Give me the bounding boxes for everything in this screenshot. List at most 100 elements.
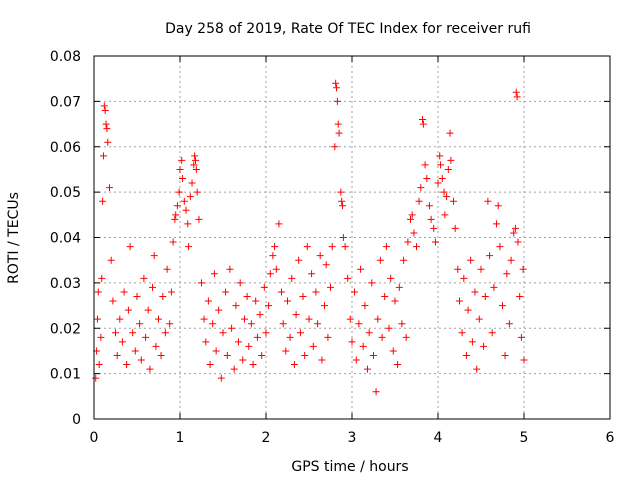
- data-point: [179, 175, 187, 183]
- data-point: [406, 215, 414, 223]
- data-point: [322, 261, 330, 269]
- data-point: [223, 351, 231, 359]
- data-point: [408, 211, 416, 219]
- grid-lines: [94, 56, 610, 419]
- data-point: [98, 274, 106, 282]
- data-point: [159, 292, 167, 300]
- y-axis-label: ROTI / TECUs: [6, 192, 22, 284]
- data-point: [355, 320, 363, 328]
- data-point: [334, 120, 342, 128]
- data-point: [410, 229, 418, 237]
- x-tick-label: 0: [90, 430, 99, 446]
- data-point: [253, 333, 261, 341]
- data-point: [376, 256, 384, 264]
- x-tick-label: 3: [348, 430, 357, 446]
- data-point: [191, 152, 199, 160]
- data-point: [286, 333, 294, 341]
- data-point: [395, 283, 403, 291]
- y-tick-label: 0.07: [50, 94, 81, 110]
- data-point: [99, 152, 107, 160]
- data-point: [112, 329, 119, 337]
- data-point: [372, 388, 380, 396]
- data-point: [93, 315, 101, 323]
- data-point: [271, 243, 279, 251]
- data-point: [327, 283, 334, 291]
- data-point: [140, 274, 148, 282]
- data-point: [152, 342, 160, 350]
- data-point: [404, 238, 412, 246]
- data-point: [460, 274, 468, 282]
- data-point: [438, 175, 446, 183]
- data-point: [256, 311, 264, 319]
- data-point: [144, 306, 152, 314]
- data-point: [192, 165, 200, 173]
- data-point: [496, 243, 504, 251]
- data-point: [232, 302, 240, 310]
- data-point: [419, 120, 427, 128]
- data-point: [133, 292, 141, 300]
- data-point: [514, 238, 522, 246]
- data-point: [173, 202, 181, 210]
- data-point: [109, 297, 117, 305]
- data-point: [182, 206, 190, 214]
- data-point: [292, 311, 300, 319]
- data-point: [124, 306, 132, 314]
- data-point: [494, 202, 502, 210]
- data-point: [290, 361, 298, 369]
- data-point: [247, 320, 255, 328]
- data-point: [471, 288, 479, 296]
- chart-title: Day 258 of 2019, Rate Of TEC Index for r…: [165, 21, 531, 37]
- data-point: [163, 265, 171, 273]
- data-point: [104, 138, 112, 146]
- data-point: [468, 338, 476, 346]
- data-point: [269, 252, 277, 260]
- data-point: [188, 179, 196, 187]
- data-point: [512, 88, 520, 96]
- data-point: [202, 338, 210, 346]
- data-point: [101, 106, 109, 114]
- data-point: [265, 302, 273, 310]
- data-point: [284, 297, 291, 305]
- data-point: [464, 306, 472, 314]
- x-axis-label: GPS time / hours: [291, 459, 408, 475]
- data-point: [314, 320, 322, 328]
- data-point: [511, 224, 519, 232]
- data-point: [394, 361, 402, 369]
- y-tick-label: 0.03: [50, 276, 81, 292]
- data-point: [436, 152, 444, 160]
- x-tick-label: 5: [520, 430, 529, 446]
- data-point: [507, 256, 515, 264]
- data-point: [171, 215, 179, 223]
- data-point: [97, 333, 105, 341]
- data-point: [222, 288, 230, 296]
- data-point: [488, 329, 496, 337]
- data-point: [107, 256, 115, 264]
- data-point: [441, 211, 449, 219]
- data-point: [316, 252, 324, 260]
- data-point: [279, 320, 287, 328]
- data-point: [258, 351, 266, 359]
- data-point: [458, 329, 466, 337]
- data-point: [303, 243, 311, 251]
- data-point: [505, 320, 513, 328]
- data-point: [94, 288, 102, 296]
- data-point: [415, 197, 423, 205]
- data-point: [477, 265, 485, 273]
- data-point: [100, 102, 108, 110]
- data-point: [312, 288, 320, 296]
- x-tick-label: 6: [606, 430, 615, 446]
- data-point: [385, 324, 393, 332]
- data-point: [301, 351, 309, 359]
- data-point: [417, 184, 425, 192]
- data-point: [184, 220, 192, 228]
- data-point: [200, 315, 208, 323]
- data-point: [99, 197, 107, 205]
- data-point: [400, 256, 408, 264]
- data-point: [431, 238, 439, 246]
- data-point: [167, 288, 175, 296]
- data-point: [344, 274, 352, 282]
- data-point: [423, 175, 431, 183]
- data-point: [516, 292, 524, 300]
- data-point: [146, 365, 154, 373]
- x-tick-label: 2: [262, 430, 271, 446]
